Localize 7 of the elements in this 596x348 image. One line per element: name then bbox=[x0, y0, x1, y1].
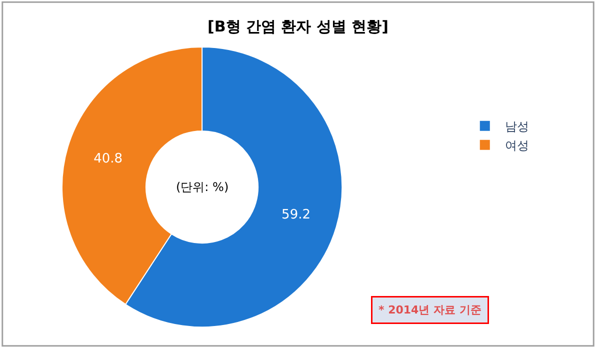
data-label: 59.2 bbox=[282, 207, 310, 222]
data-label: 40.8 bbox=[94, 152, 123, 167]
chart-title: [B형 간염 환자 성별 현황] bbox=[207, 17, 389, 36]
legend-label: 여성 bbox=[504, 138, 529, 153]
text: (단위: %) bbox=[176, 180, 229, 194]
legend-label: 남성 bbox=[504, 120, 529, 134]
text: * 2014년 자료 기준 bbox=[378, 304, 482, 316]
